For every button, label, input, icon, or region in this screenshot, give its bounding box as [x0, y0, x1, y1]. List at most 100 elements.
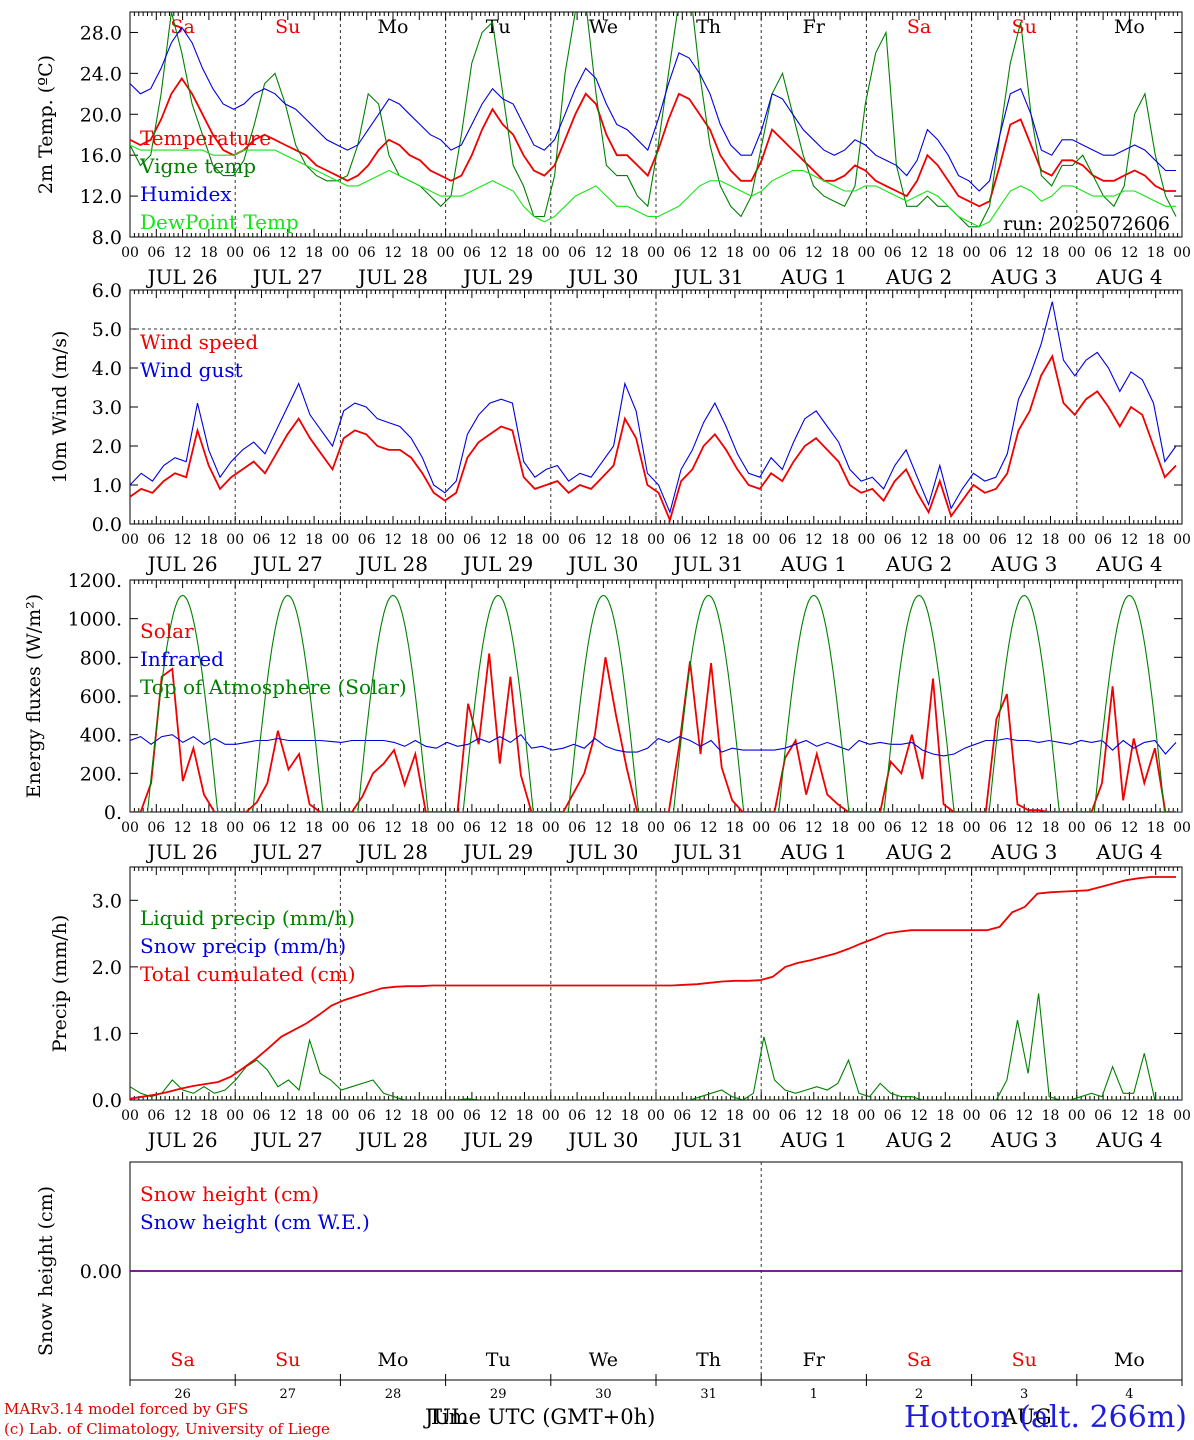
energy-legend-entry: Infrared: [140, 647, 224, 671]
temp-weekday-label: Su: [275, 16, 300, 38]
precip-hour-label: 12: [279, 1108, 297, 1124]
precip-day-label: AUG 3: [990, 1128, 1057, 1152]
precip-hour-label: 00: [1173, 1108, 1191, 1124]
temp-ytick-label: 24.0: [80, 63, 122, 85]
temp-weekday-label: Sa: [170, 16, 194, 38]
temp-weekday-label: Mo: [1114, 16, 1145, 38]
energy-hour-label: 00: [752, 820, 770, 836]
temp-hour-label: 00: [542, 245, 560, 261]
wind-hour-label: 18: [621, 532, 639, 548]
precip-hour-label: 18: [726, 1108, 744, 1124]
temp-hour-label: 12: [1015, 245, 1033, 261]
temp-legend-entry: Humidex: [140, 182, 232, 206]
temp-run-annotation: run: 2025072606: [1003, 213, 1170, 235]
temp-legend-entry: DewPoint Temp: [140, 210, 299, 234]
temp-day-label: JUL 31: [672, 265, 744, 289]
snow-weekday-label: Sa: [907, 1349, 931, 1371]
temp-hour-label: 00: [437, 245, 455, 261]
temp-hour-label: 00: [1068, 245, 1086, 261]
temp-hour-label: 06: [884, 245, 902, 261]
temp-legend-entry: Vigne temp: [139, 154, 256, 178]
temp-hour-label: 06: [463, 245, 481, 261]
time-axis-label: Time UTC (GMT+0h): [428, 1405, 656, 1429]
temp-hour-label: 00: [1173, 245, 1191, 261]
precip-hour-label: 06: [989, 1108, 1007, 1124]
precip-day-label: JUL 27: [251, 1128, 323, 1152]
snow-weekday-label: Fr: [803, 1349, 826, 1371]
precip-ytick-label: 0.0: [92, 1090, 122, 1112]
energy-hour-label: 06: [568, 820, 586, 836]
snow-weekday-label: Su: [275, 1349, 300, 1371]
temp-hour-label: 12: [910, 245, 928, 261]
energy-day-label: AUG 4: [1095, 840, 1162, 864]
snow-legend-entry: Snow height (cm W.E.): [140, 1210, 370, 1234]
wind-day-label: JUL 29: [461, 552, 533, 576]
energy-series-solar: [130, 653, 1176, 812]
temp-hour-label: 00: [226, 245, 244, 261]
energy-ytick-label: 200.: [80, 763, 122, 785]
energy-hour-label: 12: [489, 820, 507, 836]
energy-hour-label: 06: [147, 820, 165, 836]
temp-hour-label: 00: [121, 245, 139, 261]
wind-hour-label: 12: [174, 532, 192, 548]
energy-hour-label: 18: [516, 820, 534, 836]
precip-hour-label: 12: [594, 1108, 612, 1124]
wind-series-wind-gust: [130, 301, 1177, 515]
wind-day-label: AUG 3: [990, 552, 1057, 576]
temp-ytick-label: 20.0: [80, 104, 122, 126]
temp-hour-label: 18: [1042, 245, 1060, 261]
precip-hour-label: 12: [805, 1108, 823, 1124]
energy-hour-label: 00: [121, 820, 139, 836]
energy-hour-label: 06: [884, 820, 902, 836]
temp-day-label: AUG 4: [1095, 265, 1162, 289]
month-label-jul: JUL: [425, 1405, 466, 1429]
wind-hour-label: 06: [463, 532, 481, 548]
wind-hour-label: 12: [910, 532, 928, 548]
temp-hour-label: 18: [410, 245, 428, 261]
temp-hour-label: 06: [147, 245, 165, 261]
wind-day-label: JUL 27: [251, 552, 323, 576]
precip-hour-label: 18: [621, 1108, 639, 1124]
wind-hour-label: 00: [963, 532, 981, 548]
wind-series-wind-speed: [130, 353, 1177, 523]
energy-hour-label: 06: [779, 820, 797, 836]
precip-hour-label: 00: [752, 1108, 770, 1124]
energy-legend-entry: Top of Atmosphere (Solar): [140, 675, 407, 699]
wind-hour-label: 12: [384, 532, 402, 548]
temp-hour-label: 06: [358, 245, 376, 261]
snow-day-number: 1: [810, 1387, 818, 1402]
energy-ytick-label: 0.: [104, 802, 122, 824]
energy-hour-label: 12: [1120, 820, 1138, 836]
temp-hour-label: 12: [174, 245, 192, 261]
precip-ylabel: Precip (mm/h): [49, 915, 71, 1053]
energy-hour-label: 06: [253, 820, 271, 836]
temp-ytick-label: 8.0: [92, 227, 122, 249]
snow-weekday-label: Mo: [378, 1349, 409, 1371]
wind-ytick-label: 2.0: [92, 436, 122, 458]
wind-hour-label: 18: [831, 532, 849, 548]
energy-hour-label: 12: [1015, 820, 1033, 836]
energy-hour-label: 18: [1147, 820, 1165, 836]
energy-ytick-label: 1200.: [68, 570, 122, 592]
wind-hour-label: 00: [226, 532, 244, 548]
wind-ytick-label: 1.0: [92, 475, 122, 497]
energy-hour-label: 12: [384, 820, 402, 836]
wind-hour-label: 00: [542, 532, 560, 548]
wind-hour-label: 00: [437, 532, 455, 548]
wind-hour-label: 12: [700, 532, 718, 548]
energy-hour-label: 12: [174, 820, 192, 836]
precip-day-label: JUL 28: [356, 1128, 428, 1152]
precip-hour-label: 12: [384, 1108, 402, 1124]
wind-hour-label: 18: [410, 532, 428, 548]
wind-hour-label: 00: [752, 532, 770, 548]
wind-hour-label: 18: [1147, 532, 1165, 548]
wind-hour-label: 18: [936, 532, 954, 548]
precip-hour-label: 06: [779, 1108, 797, 1124]
energy-hour-label: 06: [358, 820, 376, 836]
snow-day-number: 26: [174, 1387, 191, 1402]
temp-hour-label: 00: [963, 245, 981, 261]
temp-series-humidex: [130, 26, 1176, 192]
precip-day-label: JUL 30: [566, 1128, 638, 1152]
precip-hour-label: 00: [1068, 1108, 1086, 1124]
snow-day-number: 4: [1125, 1387, 1133, 1402]
